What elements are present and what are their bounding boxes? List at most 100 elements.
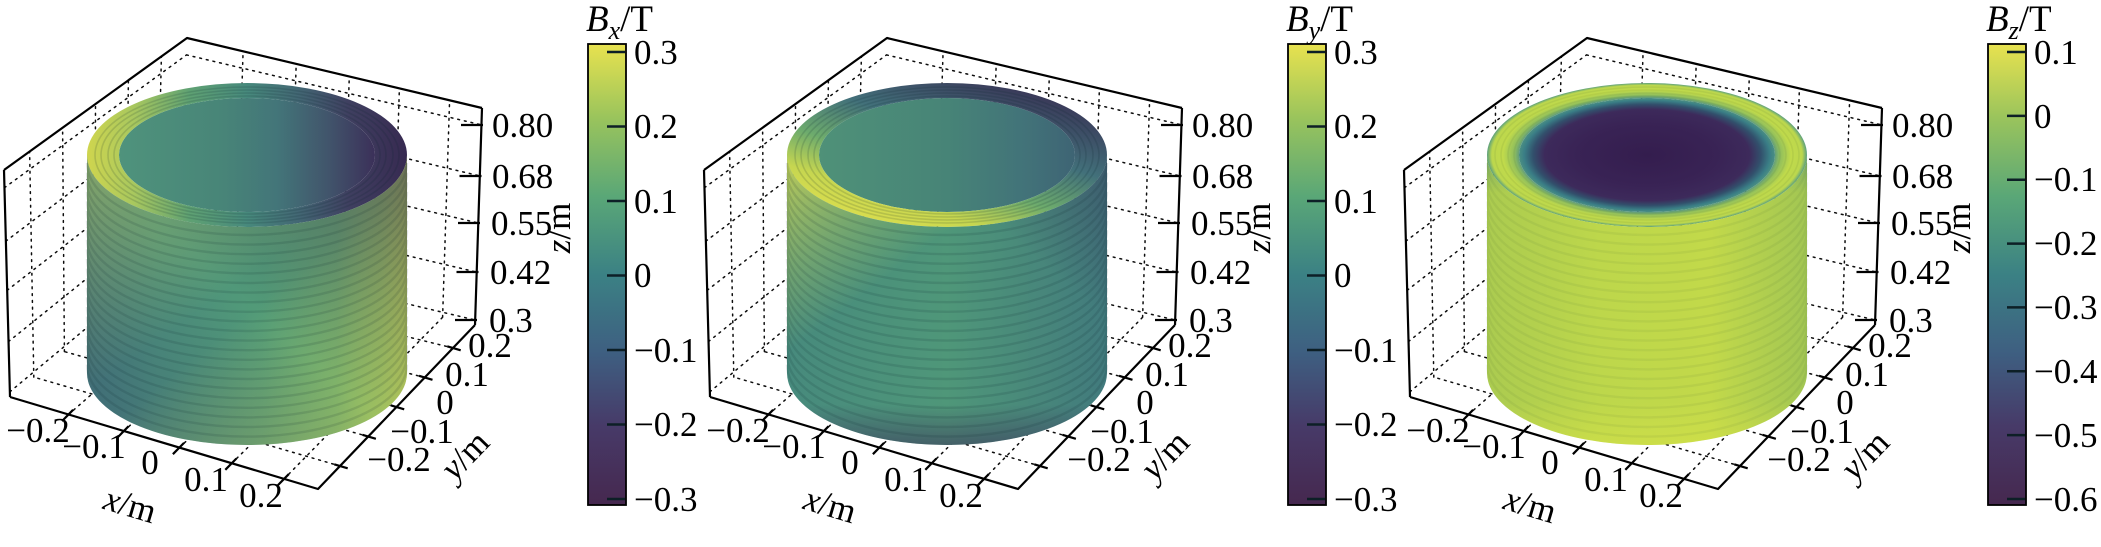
svg-text:−0.2: −0.2	[2034, 224, 2098, 263]
svg-text:0.3: 0.3	[634, 33, 678, 72]
colorbar-title: Bz/T	[1986, 0, 2052, 45]
svg-text:−0.2: −0.2	[1406, 411, 1470, 450]
colorbar-tick-labels: 0.1 0 −0.1 −0.2 −0.3 −0.4 −0.5 −0.6	[2034, 33, 2098, 519]
x-axis-label: x/m	[99, 479, 161, 532]
svg-text:0.55: 0.55	[1191, 204, 1252, 243]
svg-text:0.1: 0.1	[2034, 33, 2078, 72]
colorbar-by: By/T 0.3 0.2 0.1 0 −0.1 −0.2 −0.3	[1286, 0, 1398, 519]
panel-bx: −0.2 −0.1 0 0.1 0.2 0.2 0.1 0 −0.1 −0.2 …	[2, 0, 698, 532]
colorbar-tick-labels: 0.3 0.2 0.1 0 −0.1 −0.2 −0.3	[634, 33, 698, 519]
svg-text:−0.2: −0.2	[706, 411, 770, 450]
colorbar-tick-marks	[1307, 50, 1325, 501]
svg-text:0.2: 0.2	[634, 107, 678, 146]
colorbar-tick-marks	[607, 50, 625, 501]
svg-text:0: 0	[436, 383, 454, 422]
svg-text:0.1: 0.1	[884, 460, 928, 499]
svg-text:−0.1: −0.1	[1334, 331, 1398, 370]
svg-text:0.42: 0.42	[1190, 253, 1251, 292]
x-axis-label: x/m	[799, 479, 861, 532]
svg-text:−0.5: −0.5	[2034, 416, 2098, 455]
colorbar-gradient	[1987, 43, 2027, 506]
x-axis-label: x/m	[1499, 479, 1561, 532]
coil-surface-bx	[85, 83, 409, 445]
svg-text:0.1: 0.1	[1145, 355, 1189, 394]
svg-text:0.80: 0.80	[1892, 106, 1953, 145]
x-axis-tick-labels: −0.2 −0.1 0 0.1 0.2	[6, 411, 283, 515]
svg-text:0.3: 0.3	[1889, 301, 1933, 340]
z-axis-label: z/m	[1239, 203, 1278, 255]
svg-text:−0.1: −0.1	[1462, 427, 1526, 466]
z-axis-tick-labels: 0.80 0.68 0.55 0.42 0.3	[1889, 106, 1953, 340]
svg-text:0.1: 0.1	[184, 460, 228, 499]
svg-text:0.3: 0.3	[489, 301, 533, 340]
colorbar-tick-marks	[2007, 50, 2025, 501]
colorbar-tick-labels: 0.3 0.2 0.1 0 −0.1 −0.2 −0.3	[1334, 33, 1398, 519]
coil-bore	[1519, 98, 1775, 212]
svg-text:0.68: 0.68	[1892, 157, 1953, 196]
svg-text:−0.1: −0.1	[1090, 412, 1154, 451]
svg-text:0.2: 0.2	[1868, 326, 1912, 365]
svg-text:0: 0	[1836, 383, 1854, 422]
x-axis-tick-labels: −0.2 −0.1 0 0.1 0.2	[1406, 411, 1683, 515]
svg-text:−0.2: −0.2	[634, 405, 698, 444]
svg-text:−0.2: −0.2	[6, 411, 70, 450]
svg-text:−0.2: −0.2	[1767, 440, 1831, 479]
svg-text:0.3: 0.3	[1334, 33, 1378, 72]
y-axis-tick-labels: 0.2 0.1 0 −0.1 −0.2	[1067, 326, 1212, 479]
svg-text:0.1: 0.1	[445, 355, 489, 394]
z-axis-tick-labels: 0.80 0.68 0.55 0.42 0.3	[489, 106, 553, 340]
svg-text:0.2: 0.2	[939, 476, 983, 515]
svg-text:0: 0	[634, 256, 652, 295]
svg-text:−0.3: −0.3	[2034, 288, 2098, 327]
y-axis-tick-labels: 0.2 0.1 0 −0.1 −0.2	[1767, 326, 1912, 479]
svg-text:0.2: 0.2	[239, 476, 283, 515]
svg-text:0: 0	[141, 443, 159, 482]
coil-bore	[819, 98, 1075, 212]
svg-text:0.80: 0.80	[492, 106, 553, 145]
svg-text:−0.1: −0.1	[634, 331, 698, 370]
svg-text:0.1: 0.1	[634, 182, 678, 221]
svg-text:−0.2: −0.2	[1334, 405, 1398, 444]
coil-bore	[119, 98, 375, 212]
z-axis-label: z/m	[1939, 203, 1978, 255]
svg-text:0.55: 0.55	[491, 204, 552, 243]
svg-text:0.2: 0.2	[1334, 107, 1378, 146]
colorbar-title: By/T	[1286, 0, 1353, 45]
svg-text:0: 0	[1541, 443, 1559, 482]
svg-text:−0.1: −0.1	[62, 427, 126, 466]
svg-text:−0.6: −0.6	[2034, 480, 2098, 519]
svg-text:0.1: 0.1	[1334, 182, 1378, 221]
coil-surface-by	[785, 83, 1109, 445]
svg-text:0.55: 0.55	[1891, 204, 1952, 243]
svg-text:−0.2: −0.2	[1067, 440, 1131, 479]
svg-text:0: 0	[841, 443, 859, 482]
panel-by: −0.2 −0.1 0 0.1 0.2 0.2 0.1 0 −0.1 −0.2 …	[702, 0, 1398, 532]
svg-text:0.42: 0.42	[1890, 253, 1951, 292]
colorbar-title: Bx/T	[586, 0, 653, 45]
svg-text:0.3: 0.3	[1189, 301, 1233, 340]
svg-text:−0.2: −0.2	[367, 440, 431, 479]
svg-text:−0.4: −0.4	[2034, 352, 2098, 391]
svg-text:0.68: 0.68	[492, 157, 553, 196]
y-axis-tick-labels: 0.2 0.1 0 −0.1 −0.2	[367, 326, 512, 479]
svg-text:0.2: 0.2	[468, 326, 512, 365]
svg-text:0: 0	[2034, 97, 2052, 136]
svg-text:0.80: 0.80	[1192, 106, 1253, 145]
svg-text:0.2: 0.2	[1639, 476, 1683, 515]
x-axis-tick-labels: −0.2 −0.1 0 0.1 0.2	[706, 411, 983, 515]
z-axis-label: z/m	[539, 203, 578, 255]
panel-bz: −0.2 −0.1 0 0.1 0.2 0.2 0.1 0 −0.1 −0.2 …	[1402, 0, 2098, 532]
svg-text:−0.1: −0.1	[390, 412, 454, 451]
svg-text:0: 0	[1334, 256, 1352, 295]
svg-text:−0.3: −0.3	[634, 480, 698, 519]
svg-text:0: 0	[1136, 383, 1154, 422]
svg-text:−0.1: −0.1	[2034, 160, 2098, 199]
svg-text:0.1: 0.1	[1845, 355, 1889, 394]
svg-text:0.42: 0.42	[490, 253, 551, 292]
colorbar-bx: Bx/T 0.3 0.2 0.1 0 −0.1 −0.2 −0.3	[586, 0, 698, 519]
svg-text:−0.1: −0.1	[1790, 412, 1854, 451]
coil-surface-bz	[1485, 83, 1809, 445]
colorbar-bz: Bz/T 0.1 0 −0.1 −0.2 −0.3 −0.4 −0.5 −0.6	[1986, 0, 2098, 519]
svg-text:0.1: 0.1	[1584, 460, 1628, 499]
